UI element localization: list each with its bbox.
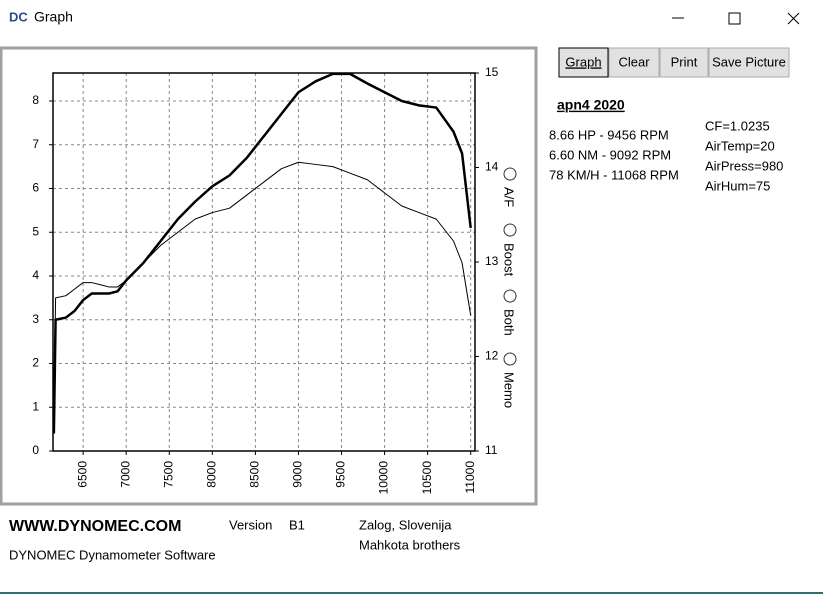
button-label: Clear bbox=[618, 54, 650, 69]
y2-tick-label: 12 bbox=[485, 349, 499, 363]
app-icon: DC bbox=[9, 9, 28, 24]
y-tick-label: 2 bbox=[32, 356, 39, 370]
x-tick-label: 8000 bbox=[204, 461, 218, 488]
close[interactable] bbox=[787, 12, 800, 25]
condition: AirPress=980 bbox=[705, 158, 783, 173]
y2-tick-label: 11 bbox=[485, 443, 498, 457]
y-tick-label: 4 bbox=[32, 268, 39, 282]
y-tick-label: 6 bbox=[32, 181, 39, 195]
x-tick-label: 9000 bbox=[291, 461, 305, 488]
result: 8.66 HP - 9456 RPM bbox=[549, 127, 669, 142]
authors: Mahkota brothers bbox=[359, 537, 461, 552]
software: DYNOMEC Dynamometer Software bbox=[9, 547, 216, 562]
radio[interactable] bbox=[503, 167, 517, 181]
y-tick-label: 0 bbox=[32, 443, 39, 457]
radio-label: Both bbox=[502, 309, 517, 336]
x-tick-label: 7000 bbox=[118, 461, 132, 488]
x-tick-label: 10500 bbox=[420, 461, 434, 495]
button-label: Save Picture bbox=[712, 54, 786, 69]
y-tick-label: 3 bbox=[32, 312, 39, 326]
condition: CF=1.0235 bbox=[705, 118, 770, 133]
series-line bbox=[53, 161, 472, 430]
site: WWW.DYNOMEC.COM bbox=[9, 518, 181, 535]
y-tick-label: 8 bbox=[32, 93, 39, 107]
radio-label: Boost bbox=[502, 243, 517, 277]
y-tick-label: 5 bbox=[32, 224, 39, 238]
version: B1 bbox=[289, 517, 305, 532]
x-tick-label: 6500 bbox=[75, 461, 89, 488]
window-title: Graph bbox=[34, 9, 73, 25]
maximize[interactable] bbox=[728, 12, 741, 25]
radio-label: A/F bbox=[502, 187, 517, 207]
y2-tick-label: 15 bbox=[485, 65, 499, 79]
condition: AirTemp=20 bbox=[705, 138, 775, 153]
button[interactable] bbox=[558, 47, 609, 78]
condition: AirHum=75 bbox=[705, 178, 770, 193]
y2-tick-label: 13 bbox=[485, 254, 499, 268]
series-line bbox=[52, 72, 472, 434]
radio-label: Memo bbox=[502, 372, 517, 408]
y-tick-label: 1 bbox=[32, 399, 39, 413]
button-label: Graph bbox=[565, 54, 601, 69]
location: Zalog, Slovenija bbox=[359, 517, 452, 532]
radio[interactable] bbox=[503, 223, 517, 237]
button[interactable] bbox=[659, 47, 709, 78]
x-tick-label: 7500 bbox=[161, 461, 175, 488]
y2-tick-label: 14 bbox=[485, 160, 499, 174]
radio[interactable] bbox=[503, 352, 517, 366]
button[interactable] bbox=[708, 47, 790, 78]
result: 6.60 NM - 9092 RPM bbox=[549, 147, 671, 162]
x-tick-label: 10000 bbox=[377, 461, 391, 495]
button-label: Print bbox=[671, 54, 698, 69]
radio[interactable] bbox=[503, 289, 517, 303]
x-tick-label: 11000 bbox=[463, 461, 477, 494]
plot-area bbox=[53, 73, 475, 451]
run-name: apn4 2020 bbox=[557, 97, 625, 113]
x-tick-label: 8500 bbox=[248, 461, 262, 488]
result: 78 KM/H - 11068 RPM bbox=[549, 167, 679, 182]
button[interactable] bbox=[608, 47, 660, 78]
y-tick-label: 7 bbox=[32, 137, 39, 151]
version-label: Version bbox=[229, 517, 272, 532]
plot-frame bbox=[52, 72, 476, 452]
x-tick-label: 9500 bbox=[334, 461, 348, 488]
